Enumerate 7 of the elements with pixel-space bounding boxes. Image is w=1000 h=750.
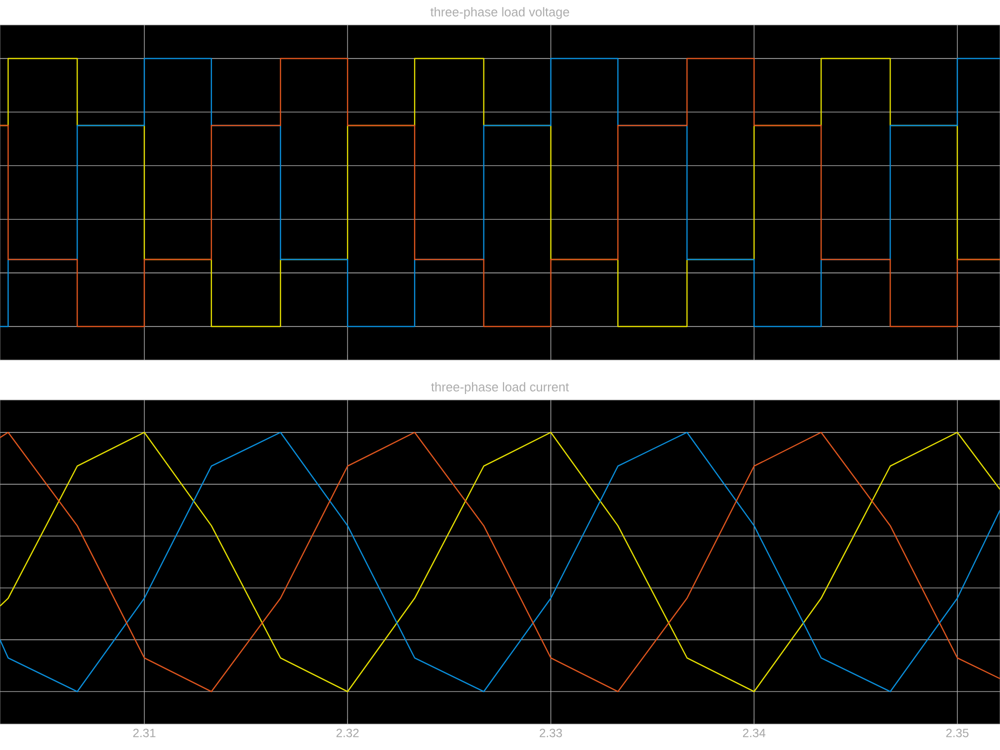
x-tick-label: 2.32 <box>336 728 359 738</box>
x-tick-label: 2.33 <box>540 728 562 738</box>
chart-title: three-phase load voltage <box>430 7 570 19</box>
x-tick-label: 2.34 <box>742 728 766 738</box>
x-tick-label: 2.35 <box>946 728 968 738</box>
chart-title: three-phase load current <box>431 382 569 394</box>
x-tick-label: 2.31 <box>133 728 156 738</box>
